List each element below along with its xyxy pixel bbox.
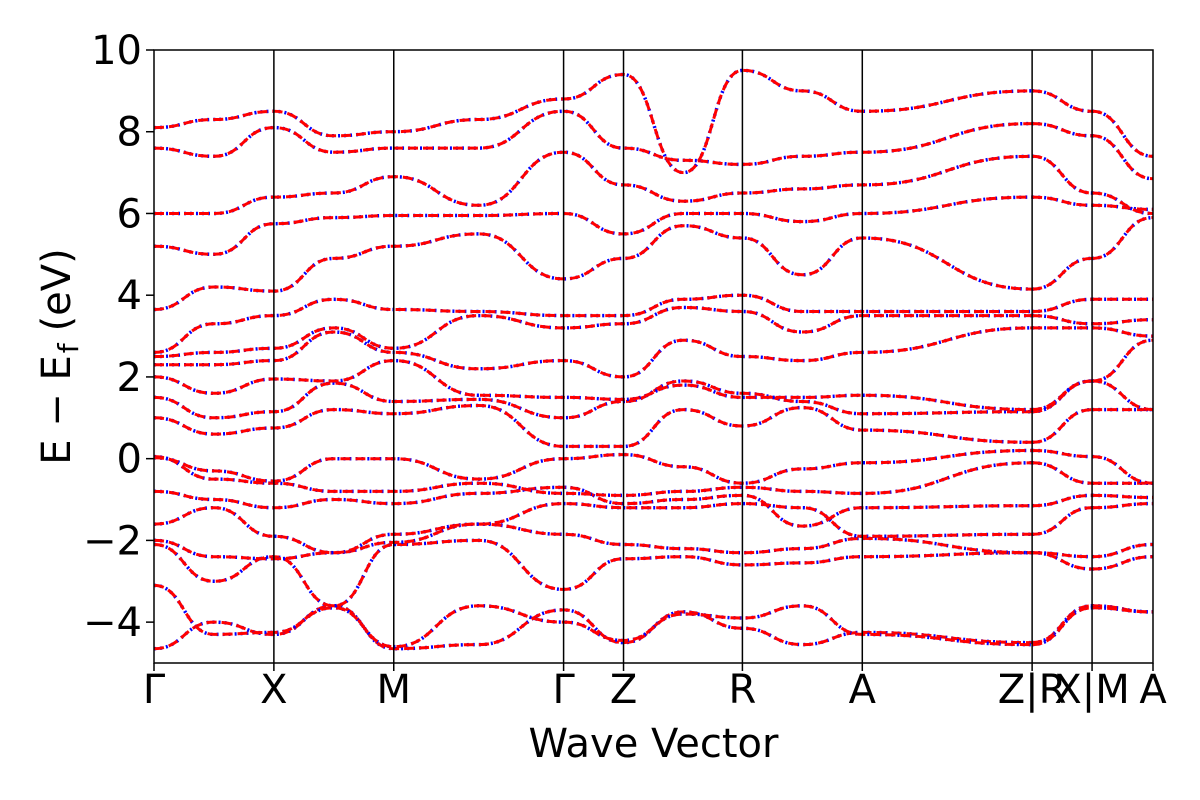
x-tick-label: X|M: [1054, 667, 1129, 713]
x-tick-label: X: [260, 667, 287, 713]
band-line-red: [1032, 408, 1093, 444]
band-line-red: [154, 485, 1033, 528]
y-tick-label: 0: [117, 437, 142, 483]
band-line-red: [1032, 89, 1093, 113]
band-line-red: [1031, 606, 1093, 647]
x-axis-ticks: Γ X M Γ Z R A Z|RX|M A: [143, 663, 1167, 713]
band-line-red: [154, 224, 1033, 311]
y-axis-title-subscript: f: [52, 342, 85, 353]
band-line-red: [154, 502, 1033, 555]
x-tick-label: Z|R: [998, 667, 1067, 713]
band-line-red: [1032, 449, 1093, 459]
band-line-red: [1092, 191, 1153, 215]
y-axis-title: E − E f (eV): [34, 248, 85, 465]
band-line-red: [1032, 122, 1093, 138]
y-axis-title-main: E − E: [34, 355, 80, 465]
band-line-red: [1032, 379, 1093, 412]
x-tick-label: Γ: [143, 667, 166, 713]
y-axis-ticks: −4 −2 0 2 4 6 8 10: [83, 28, 154, 646]
x-tick-label: Z: [610, 667, 637, 713]
band-line-red: [1032, 314, 1093, 326]
band-line-red: [1092, 338, 1153, 383]
band-line-red: [1092, 318, 1153, 326]
band-line-red: [154, 326, 1033, 379]
band-line-red: [154, 522, 1033, 561]
band-line-red: [1032, 195, 1093, 207]
x-tick-label: A: [1139, 667, 1167, 713]
band-line-red: [1092, 216, 1153, 260]
band-line-red: [1032, 461, 1093, 485]
y-tick-label: 10: [91, 28, 142, 74]
band-line-red: [1091, 109, 1153, 158]
band-line-red: [1091, 134, 1153, 181]
band-line-red: [1092, 203, 1153, 211]
y-tick-label: 6: [117, 191, 142, 237]
band-line-red: [1032, 297, 1093, 313]
band-line-red: [1092, 555, 1153, 571]
band-line-red: [154, 68, 1033, 175]
y-tick-label: −4: [83, 600, 142, 646]
band-line-red: [1032, 493, 1093, 508]
kpoint-lines: [273, 50, 1093, 663]
x-tick-label: M: [377, 667, 412, 713]
band-line-red: [1092, 455, 1153, 485]
x-tick-label: Γ: [552, 667, 575, 713]
band-line-red: [1092, 606, 1153, 614]
band-line-red: [1092, 493, 1153, 499]
y-tick-label: 8: [117, 110, 142, 156]
x-tick-label: R: [729, 667, 757, 713]
band-line-red: [1032, 506, 1093, 536]
y-tick-label: 2: [117, 355, 142, 401]
band-line-blue: [154, 604, 1033, 651]
band-line-blue: [154, 326, 1033, 379]
band-line-red: [1032, 256, 1093, 291]
y-axis-title-unit: (eV): [34, 248, 80, 331]
x-tick-label: A: [849, 667, 877, 713]
band-line-red: [1092, 379, 1153, 412]
band-line-red: [1092, 502, 1153, 510]
x-axis-title: Wave Vector: [529, 721, 780, 767]
plot-frame: [153, 49, 1154, 664]
y-tick-label: −2: [83, 518, 142, 564]
band-line-red: [1032, 154, 1093, 195]
y-tick-label: 4: [117, 273, 142, 319]
band-line-red: [1092, 326, 1153, 338]
band-line-red: [1032, 551, 1093, 559]
band-line-red: [1092, 543, 1153, 559]
